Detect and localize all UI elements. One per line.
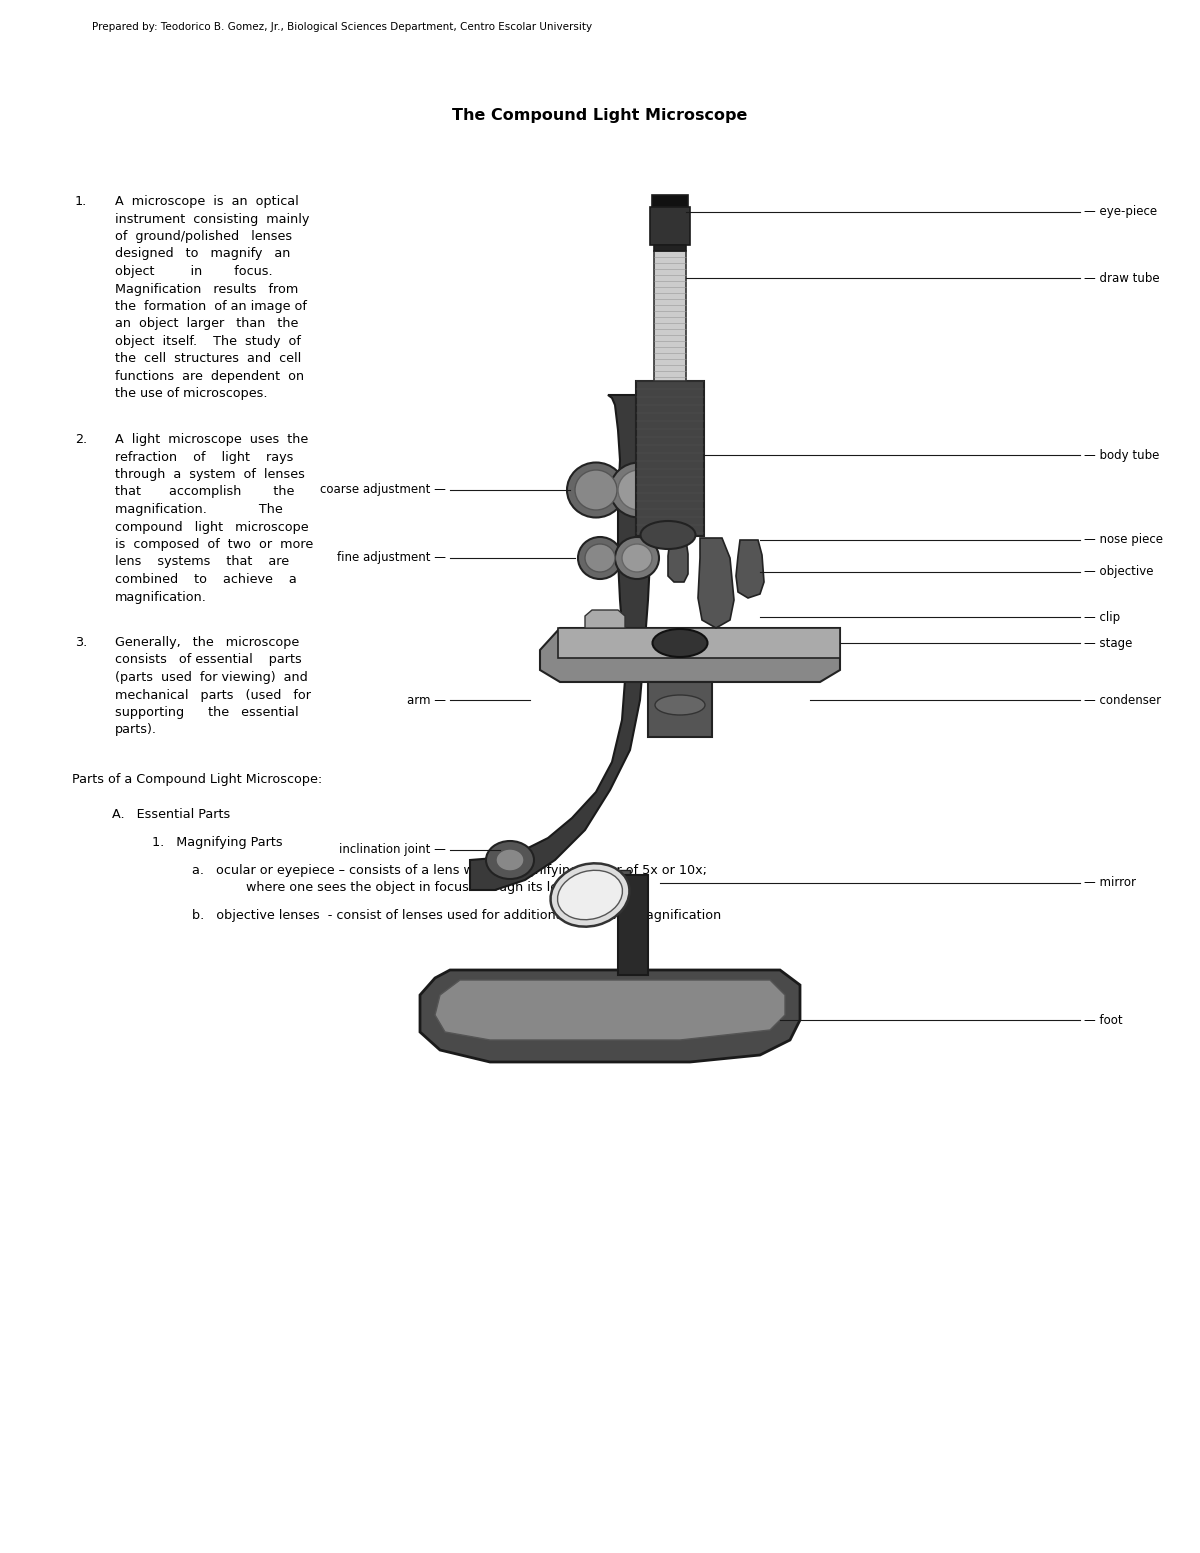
- Text: parts).: parts).: [115, 724, 157, 736]
- Text: — nose piece: — nose piece: [1084, 534, 1163, 547]
- Text: inclination joint —: inclination joint —: [340, 843, 446, 857]
- Text: fine adjustment —: fine adjustment —: [337, 551, 446, 564]
- Ellipse shape: [616, 537, 659, 579]
- Text: an  object  larger   than   the: an object larger than the: [115, 317, 299, 331]
- Text: the  formation  of an image of: the formation of an image of: [115, 300, 307, 314]
- Text: a.   ocular or eyepiece – consists of a lens with a magnifying power of 5x or 10: a. ocular or eyepiece – consists of a le…: [192, 863, 707, 877]
- Text: object         in        focus.: object in focus.: [115, 266, 272, 278]
- Ellipse shape: [496, 849, 524, 871]
- Ellipse shape: [568, 463, 625, 517]
- Bar: [558, 627, 840, 658]
- Polygon shape: [586, 610, 625, 627]
- Text: the  cell  structures  and  cell: the cell structures and cell: [115, 353, 301, 365]
- Text: arm —: arm —: [407, 694, 446, 707]
- Text: A  microscope  is  an  optical: A microscope is an optical: [115, 196, 299, 208]
- Polygon shape: [540, 627, 840, 682]
- Text: — objective: — objective: [1084, 565, 1153, 579]
- Ellipse shape: [610, 463, 668, 517]
- Text: Parts of a Compound Light Microscope:: Parts of a Compound Light Microscope:: [72, 773, 323, 786]
- Text: — mirror: — mirror: [1084, 876, 1136, 890]
- Bar: [654, 245, 686, 252]
- Ellipse shape: [653, 629, 708, 657]
- Text: — eye-piece: — eye-piece: [1084, 205, 1157, 219]
- Text: through  a  system  of  lenses: through a system of lenses: [115, 467, 305, 481]
- Text: magnification.             The: magnification. The: [115, 503, 283, 516]
- Text: Generally,   the   microscope: Generally, the microscope: [115, 637, 299, 649]
- Text: A.   Essential Parts: A. Essential Parts: [112, 808, 230, 822]
- Bar: [618, 874, 648, 975]
- Text: refraction    of    light    rays: refraction of light rays: [115, 450, 293, 463]
- Ellipse shape: [618, 471, 660, 509]
- Ellipse shape: [641, 520, 696, 550]
- Text: Prepared by: Teodorico B. Gomez, Jr., Biological Sciences Department, Centro Esc: Prepared by: Teodorico B. Gomez, Jr., Bi…: [92, 22, 592, 33]
- Bar: [636, 380, 704, 536]
- Bar: [618, 870, 630, 895]
- Text: — clip: — clip: [1084, 610, 1120, 623]
- Text: the use of microscopes.: the use of microscopes.: [115, 388, 268, 401]
- Text: lens    systems    that    are: lens systems that are: [115, 556, 289, 568]
- Ellipse shape: [486, 842, 534, 879]
- Ellipse shape: [586, 544, 616, 572]
- Text: combined    to    achieve    a: combined to achieve a: [115, 573, 296, 585]
- Text: mechanical   parts   (used   for: mechanical parts (used for: [115, 688, 311, 702]
- Text: instrument  consisting  mainly: instrument consisting mainly: [115, 213, 310, 225]
- Polygon shape: [420, 971, 800, 1062]
- Text: object  itself.    The  study  of: object itself. The study of: [115, 335, 301, 348]
- Text: — foot: — foot: [1084, 1014, 1123, 1027]
- Text: (parts  used  for viewing)  and: (parts used for viewing) and: [115, 671, 307, 683]
- Polygon shape: [470, 394, 650, 890]
- Text: where one sees the object in focus through its lens: where one sees the object in focus throu…: [222, 882, 574, 895]
- Text: consists   of essential    parts: consists of essential parts: [115, 654, 301, 666]
- Text: of  ground/polished   lenses: of ground/polished lenses: [115, 230, 292, 242]
- Bar: [650, 207, 690, 245]
- Polygon shape: [668, 540, 688, 582]
- Text: functions  are  dependent  on: functions are dependent on: [115, 370, 304, 384]
- Text: — stage: — stage: [1084, 637, 1133, 649]
- Text: is  composed  of  two  or  more: is composed of two or more: [115, 537, 313, 551]
- Bar: [648, 682, 712, 738]
- Text: Magnification   results   from: Magnification results from: [115, 283, 299, 295]
- Polygon shape: [736, 540, 764, 598]
- Bar: [652, 196, 688, 207]
- Text: 1.   Magnifying Parts: 1. Magnifying Parts: [152, 836, 283, 849]
- Text: supporting      the   essential: supporting the essential: [115, 707, 299, 719]
- Text: that       accomplish        the: that accomplish the: [115, 486, 294, 499]
- Polygon shape: [698, 537, 734, 627]
- Ellipse shape: [551, 863, 630, 927]
- Ellipse shape: [558, 870, 623, 919]
- Text: — condenser: — condenser: [1084, 694, 1162, 707]
- Text: 3.: 3.: [74, 637, 88, 649]
- Text: magnification.: magnification.: [115, 590, 206, 604]
- Text: 2.: 2.: [74, 433, 88, 446]
- Text: — draw tube: — draw tube: [1084, 272, 1159, 284]
- Ellipse shape: [578, 537, 622, 579]
- Text: compound   light   microscope: compound light microscope: [115, 520, 308, 534]
- Text: b.   objective lenses  - consist of lenses used for additional or higher magnifi: b. objective lenses - consist of lenses …: [192, 909, 721, 922]
- Bar: [654, 252, 686, 380]
- Ellipse shape: [655, 696, 706, 714]
- Text: — body tube: — body tube: [1084, 449, 1159, 461]
- Text: 1.: 1.: [74, 196, 88, 208]
- Ellipse shape: [622, 544, 652, 572]
- Polygon shape: [436, 980, 785, 1041]
- Text: A  light  microscope  uses  the: A light microscope uses the: [115, 433, 308, 446]
- Text: coarse adjustment —: coarse adjustment —: [320, 483, 446, 497]
- Ellipse shape: [575, 471, 617, 509]
- Text: designed   to   magnify   an: designed to magnify an: [115, 247, 290, 261]
- Text: The Compound Light Microscope: The Compound Light Microscope: [452, 109, 748, 123]
